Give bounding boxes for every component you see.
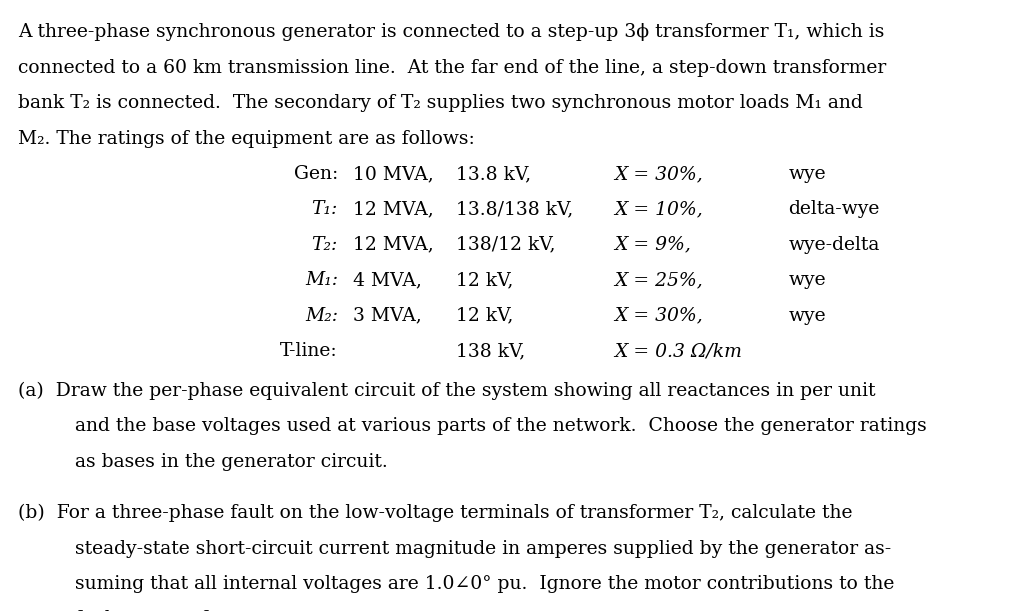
Text: 13.8/138 kV,: 13.8/138 kV, <box>456 200 573 218</box>
Text: X = 0.3 Ω/km: X = 0.3 Ω/km <box>614 342 742 360</box>
Text: A three-phase synchronous generator is connected to a step-up 3ϕ transformer T₁,: A three-phase synchronous generator is c… <box>18 23 885 41</box>
Text: delta-wye: delta-wye <box>788 200 880 218</box>
Text: X = 30%,: X = 30%, <box>614 165 703 183</box>
Text: 10 MVA,: 10 MVA, <box>353 165 434 183</box>
Text: 12 MVA,: 12 MVA, <box>353 236 434 254</box>
Text: M₂. The ratings of the equipment are as follows:: M₂. The ratings of the equipment are as … <box>18 130 475 147</box>
Text: X = 25%,: X = 25%, <box>614 271 703 289</box>
Text: 12 kV,: 12 kV, <box>456 307 513 324</box>
Text: M₁:: M₁: <box>305 271 338 289</box>
Text: 12 MVA,: 12 MVA, <box>353 200 434 218</box>
Text: 3 MVA,: 3 MVA, <box>353 307 422 324</box>
Text: suming that all internal voltages are 1.0∠0° pu.  Ignore the motor contributions: suming that all internal voltages are 1.… <box>75 575 894 593</box>
Text: 12 kV,: 12 kV, <box>456 271 513 289</box>
Text: 13.8 kV,: 13.8 kV, <box>456 165 530 183</box>
Text: and the base voltages used at various parts of the network.  Choose the generato: and the base voltages used at various pa… <box>75 417 927 435</box>
Text: steady-state short-circuit current magnitude in amperes supplied by the generato: steady-state short-circuit current magni… <box>75 540 891 557</box>
Text: 4 MVA,: 4 MVA, <box>353 271 422 289</box>
Text: X = 9%,: X = 9%, <box>614 236 691 254</box>
Text: T₁:: T₁: <box>311 200 338 218</box>
Text: T₂:: T₂: <box>311 236 338 254</box>
Text: wye: wye <box>788 165 826 183</box>
Text: wye-delta: wye-delta <box>788 236 880 254</box>
Text: as bases in the generator circuit.: as bases in the generator circuit. <box>75 453 387 470</box>
Text: 138 kV,: 138 kV, <box>456 342 525 360</box>
Text: X = 30%,: X = 30%, <box>614 307 703 324</box>
Text: 138/12 kV,: 138/12 kV, <box>456 236 555 254</box>
Text: Gen:: Gen: <box>294 165 338 183</box>
Text: wye: wye <box>788 307 826 324</box>
Text: (a)  Draw the per-phase equivalent circuit of the system showing all reactances : (a) Draw the per-phase equivalent circui… <box>18 382 876 400</box>
Text: connected to a 60 km transmission line.  At the far end of the line, a step-down: connected to a 60 km transmission line. … <box>18 59 887 76</box>
Text: wye: wye <box>788 271 826 289</box>
Text: T-line:: T-line: <box>281 342 338 360</box>
Text: M₂:: M₂: <box>305 307 338 324</box>
Text: (b)  For a three-phase fault on the low-voltage terminals of transformer T₂, cal: (b) For a three-phase fault on the low-v… <box>18 504 853 522</box>
Text: X = 10%,: X = 10%, <box>614 200 703 218</box>
Text: fault current for now.: fault current for now. <box>75 610 276 611</box>
Text: bank T₂ is connected.  The secondary of T₂ supplies two synchronous motor loads : bank T₂ is connected. The secondary of T… <box>18 94 863 112</box>
